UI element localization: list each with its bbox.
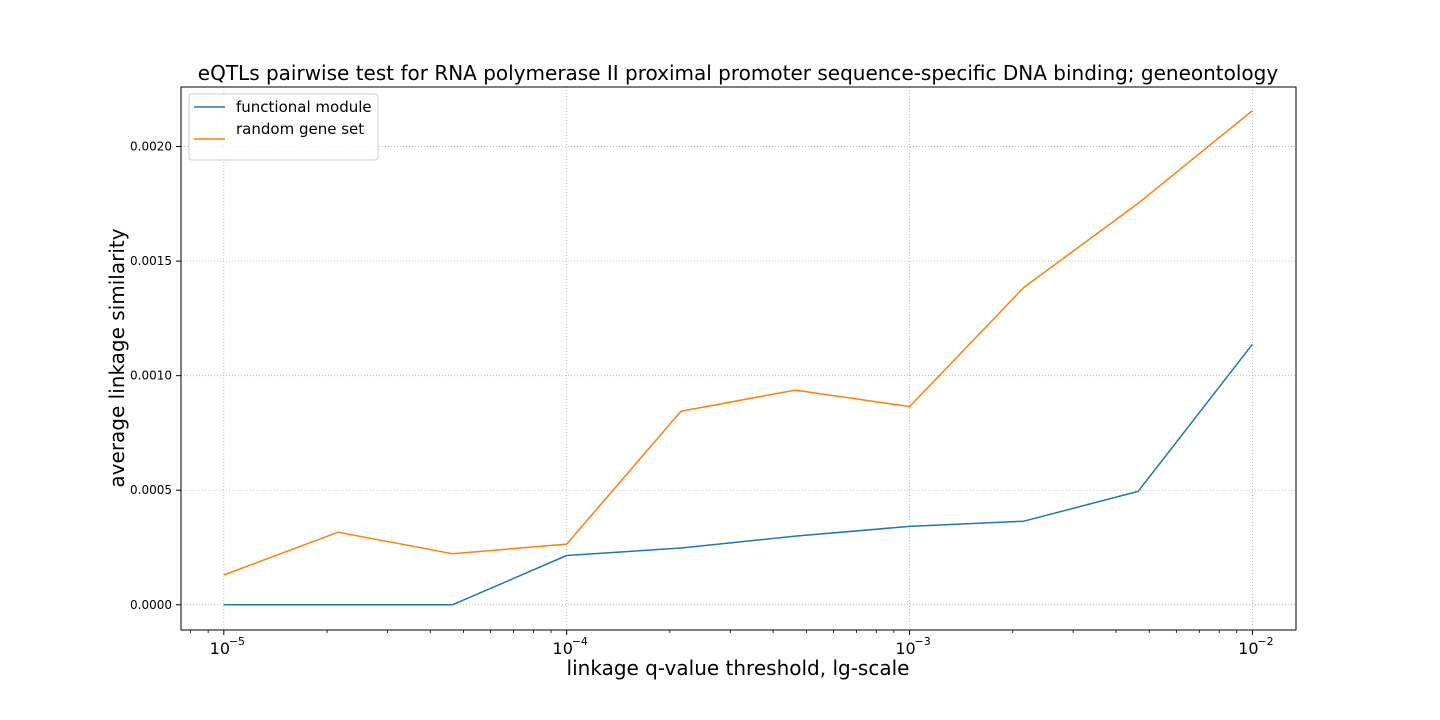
y-tick-label: 0.0000 — [130, 598, 172, 612]
legend-label-functional-module: functional module — [236, 98, 372, 116]
legend-label-random-gene-set: random gene set — [236, 120, 364, 138]
x-tick-label: 10 — [1238, 639, 1258, 658]
x-tick-exponent: −4 — [572, 635, 588, 648]
x-tick-exponent: −5 — [229, 635, 245, 648]
x-axis-label: linkage q-value threshold, lg-scale — [567, 656, 910, 680]
grid-lines — [181, 87, 1296, 630]
y-tick-label: 0.0015 — [130, 254, 172, 268]
x-tick-label: 10 — [895, 639, 915, 658]
y-tick-label: 0.0020 — [130, 140, 172, 154]
series-layer — [223, 110, 1253, 606]
series-line-random-gene-set — [223, 110, 1253, 576]
legend: functional module random gene set — [188, 93, 379, 161]
x-tick-exponent: −2 — [1257, 635, 1273, 648]
series-line-functional-module — [223, 343, 1253, 606]
x-tick-exponent: −3 — [915, 635, 931, 648]
chart-title: eQTLs pairwise test for RNA polymerase I… — [198, 61, 1279, 85]
x-tick-label: 10 — [553, 639, 573, 658]
y-tick-label: 0.0010 — [130, 369, 172, 383]
plot-frame — [180, 86, 1297, 631]
x-tick-label: 10 — [210, 639, 230, 658]
x-axis-ticks: 10−5 10−4 10−3 10−2 — [210, 630, 1274, 658]
y-tick-label: 0.0005 — [130, 483, 172, 497]
legend-box — [188, 93, 379, 161]
y-axis-ticks: 0.0000 0.0005 0.0010 0.0015 0.0020 — [130, 140, 181, 612]
y-axis-label: average linkage similarity — [105, 228, 129, 487]
